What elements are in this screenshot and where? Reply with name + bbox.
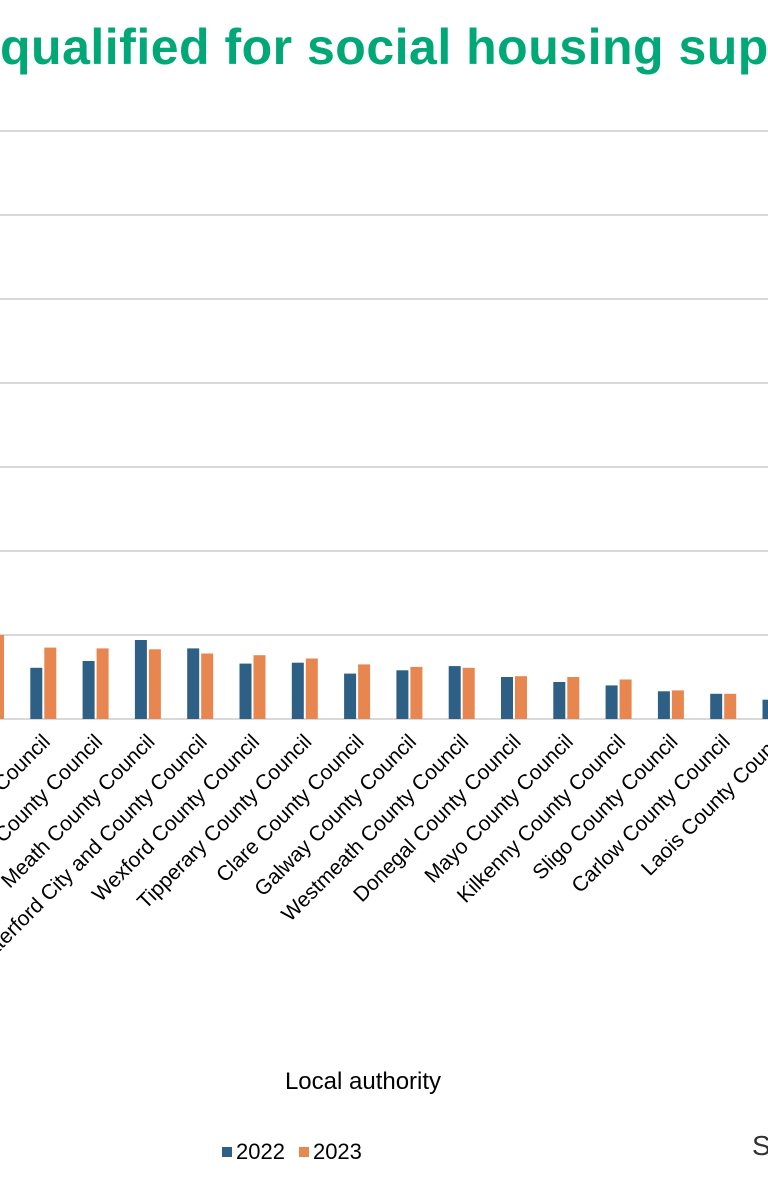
bar-2022	[657, 691, 670, 719]
bar-2023	[515, 676, 527, 719]
bar-2023	[358, 664, 371, 719]
legend-label-2022: 2022	[236, 1139, 285, 1164]
chart-title: qualified for social housing sup	[0, 19, 768, 75]
legend-swatch-2023	[298, 1147, 309, 1157]
bar-2022	[134, 640, 147, 719]
bar-2022	[239, 663, 252, 719]
bar-2023	[619, 679, 632, 719]
legend-swatch-2022	[222, 1147, 232, 1157]
legend: 2022 2023	[222, 1139, 376, 1165]
bar-2023	[148, 649, 161, 719]
legend-item-2023: 2023	[298, 1139, 362, 1165]
bar-2022	[553, 682, 566, 719]
bar-2022	[396, 670, 409, 719]
bar-2022	[344, 673, 357, 719]
bar-2022	[30, 667, 43, 719]
x-axis-label: Local authority	[284, 1068, 442, 1095]
bar-2023	[201, 653, 214, 719]
bar-2022	[82, 661, 95, 719]
bar-2022	[291, 662, 304, 719]
bar-2022	[187, 648, 200, 719]
bar-2022	[605, 685, 618, 719]
bar-2022	[448, 666, 461, 719]
bar-2023	[44, 647, 57, 719]
bar-2023	[462, 667, 475, 719]
legend-item-2022: 2022	[222, 1139, 285, 1165]
bar-2023	[96, 648, 109, 719]
bar-2022	[501, 677, 513, 719]
bars	[0, 635, 768, 719]
source-text-fragment: S	[752, 1130, 768, 1161]
bar-2022	[762, 699, 768, 719]
bar-2023	[567, 677, 580, 719]
bar-2023	[410, 666, 423, 719]
bar-2022	[710, 693, 723, 719]
bar-2023	[253, 655, 266, 719]
bar-2023	[671, 690, 684, 719]
gridlines	[0, 130, 768, 720]
legend-label-2023: 2023	[312, 1139, 362, 1164]
bar-2023	[0, 635, 4, 719]
bar-2023	[724, 693, 737, 719]
bar-2023	[305, 658, 318, 719]
